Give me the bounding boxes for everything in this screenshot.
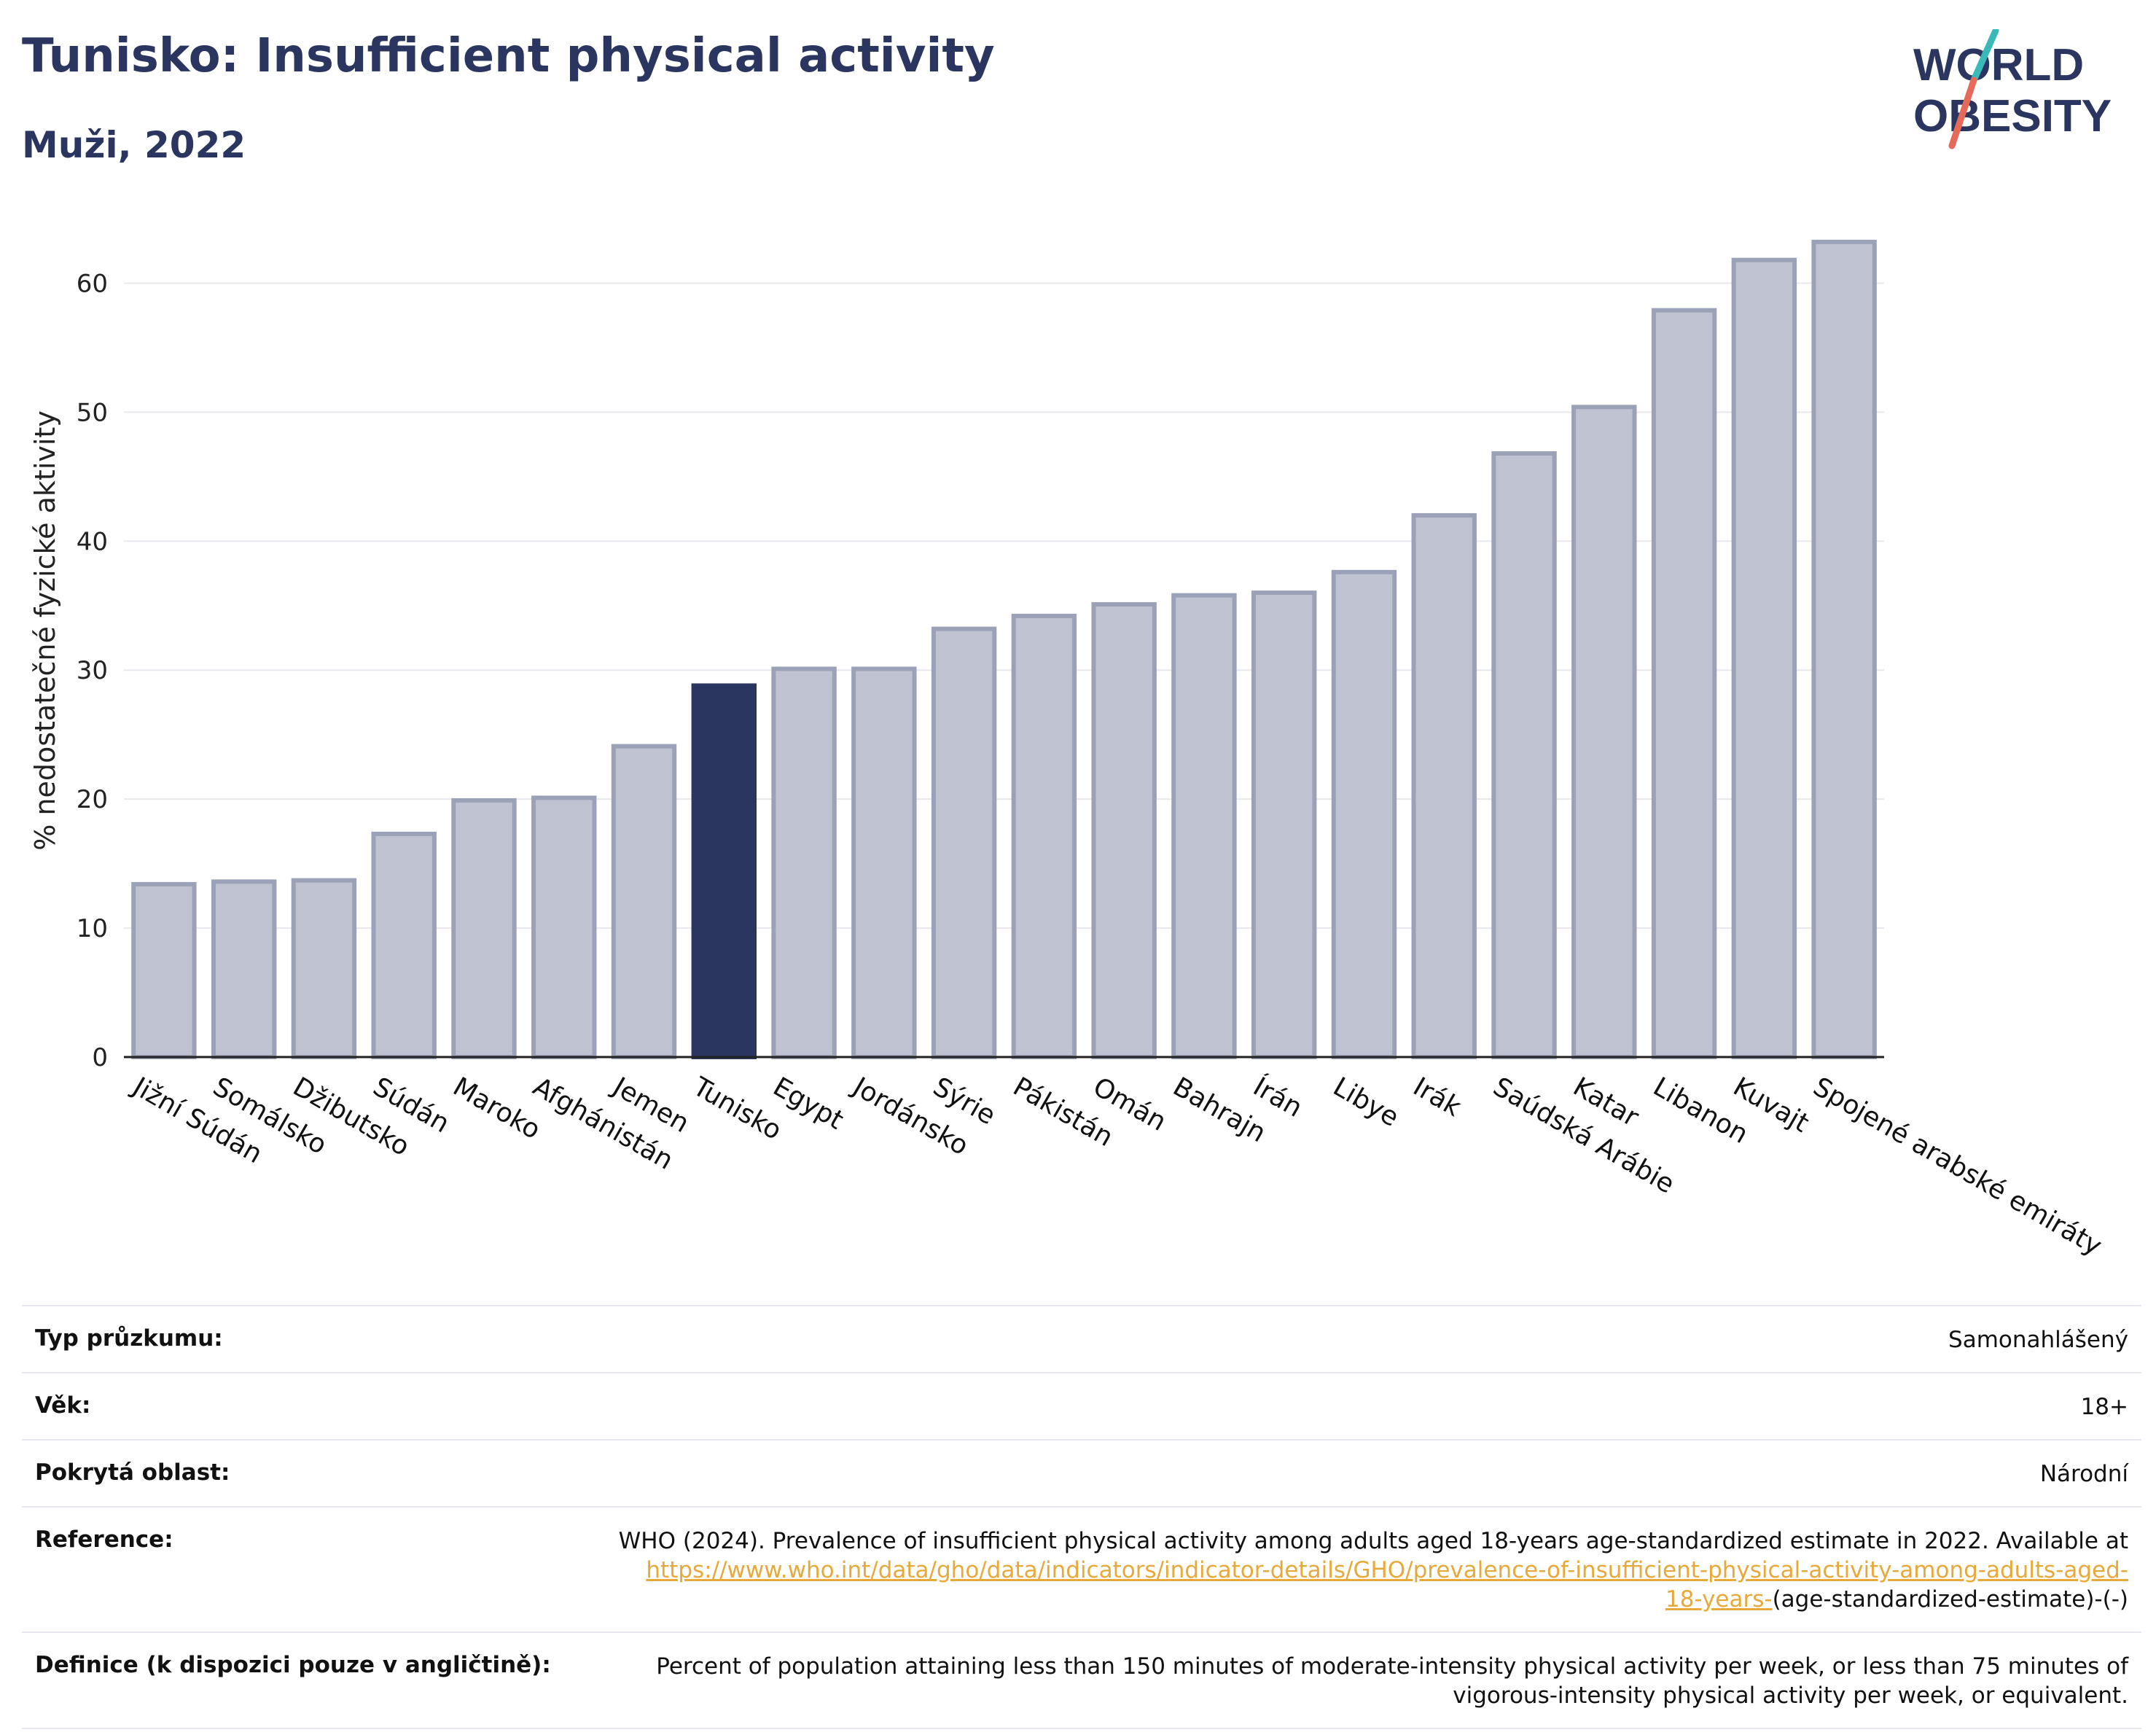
bar (1571, 405, 1637, 1059)
bar (1011, 613, 1077, 1059)
bar (1811, 239, 1877, 1059)
reference-text: WHO (2024). Prevalence of insufficient p… (618, 1528, 2128, 1554)
bar (851, 666, 917, 1059)
coverage-label: Pokrytá oblast: (35, 1459, 230, 1486)
bar (1411, 512, 1477, 1059)
y-tick-label: 10 (77, 914, 108, 943)
reference-value: WHO (2024). Prevalence of insufficient p… (619, 1527, 2128, 1614)
reference-label: Reference: (35, 1527, 173, 1553)
bar (371, 831, 437, 1060)
world-obesity-logo: WORLD OBESITY (1913, 29, 2112, 149)
x-tick-label: Bahrajn (1168, 1072, 1270, 1148)
bar (291, 878, 357, 1059)
y-tick-label: 0 (92, 1043, 108, 1072)
bar (451, 798, 517, 1060)
survey-type-label: Typ průzkumu: (35, 1325, 223, 1352)
y-tick-label: 30 (77, 656, 108, 685)
definition-label: Definice (k dispozici pouze v angličtině… (35, 1652, 551, 1678)
survey-type-value: Samonahlášený (1948, 1327, 2128, 1353)
logo-slash-bottom (1948, 77, 1977, 149)
age-value: 18+ (2080, 1394, 2128, 1420)
y-tick-label: 40 (77, 527, 108, 556)
details-table: Typ průzkumu: Samonahlášený Věk: 18+ Pok… (22, 1305, 2141, 1729)
y-axis-label: % nedostatečné fyzické aktivity (29, 410, 61, 851)
logo-line2: OBESITY (1913, 91, 2112, 141)
bar (531, 795, 597, 1060)
page-subtitle: Muži, 2022 (22, 124, 246, 166)
x-tick-label: Tunisko (687, 1072, 786, 1146)
reference-link-continued[interactable]: 18-years- (1665, 1586, 1773, 1613)
detail-row-reference: Reference: WHO (2024). Prevalence of ins… (22, 1506, 2141, 1631)
x-tick-label: Libye (1328, 1072, 1404, 1133)
detail-row-definition: Definice (k dispozici pouze v angličtině… (22, 1631, 2141, 1729)
logo-slash-top (1970, 29, 1999, 84)
bar (1091, 602, 1157, 1059)
y-tick-label: 50 (77, 398, 108, 427)
bar (211, 879, 277, 1060)
reference-suffix: (age-standardized-estimate)-(-) (1772, 1586, 2128, 1613)
bar (1491, 451, 1557, 1059)
definition-value: Percent of population attaining less tha… (656, 1652, 2128, 1710)
y-tick-label: 60 (77, 269, 108, 298)
bar (691, 683, 757, 1059)
bar (771, 666, 837, 1059)
detail-row-survey-type: Typ průzkumu: Samonahlášený (22, 1305, 2141, 1372)
definition-line1: Percent of population attaining less tha… (656, 1653, 2128, 1680)
bar (1331, 569, 1397, 1059)
bar (1651, 308, 1717, 1060)
coverage-value: Národní (2039, 1461, 2128, 1487)
bar (931, 626, 997, 1059)
y-tick-label: 20 (77, 785, 108, 814)
bar (131, 881, 197, 1060)
bar (1171, 593, 1237, 1059)
bar (611, 744, 677, 1059)
page-title: Tunisko: Insufficient physical activity (22, 29, 995, 83)
x-tick-label: Irák (1408, 1072, 1466, 1123)
logo-line1: WORLD (1913, 40, 2084, 90)
age-label: Věk: (35, 1392, 91, 1419)
bar (1251, 590, 1317, 1059)
definition-line2: vigorous-intensity physical activity per… (1453, 1683, 2128, 1709)
x-tick-label: Spojené arabské emiráty (1808, 1072, 2107, 1261)
detail-row-coverage: Pokrytá oblast: Národní (22, 1439, 2141, 1506)
bar (1731, 257, 1797, 1060)
bar-chart: 0 10 20 30 40 50 60 % nedostatečné fyzické akti… (29, 239, 2107, 1262)
detail-row-age: Věk: 18+ (22, 1372, 2141, 1439)
reference-link[interactable]: https://www.who.int/data/gho/data/indica… (646, 1557, 2128, 1583)
x-tick-label: Maroko (448, 1072, 545, 1145)
